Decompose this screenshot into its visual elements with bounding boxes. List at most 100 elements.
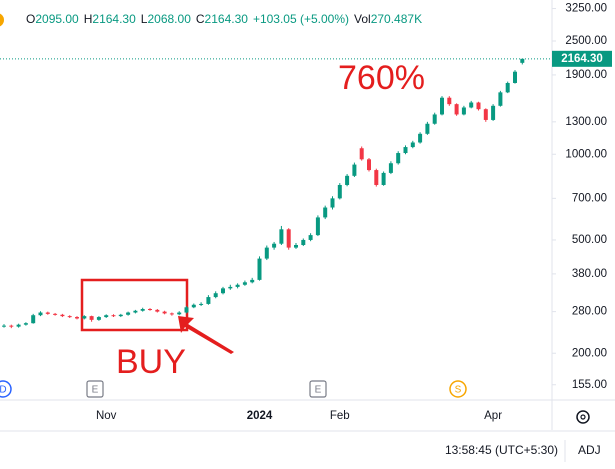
candle-body	[111, 315, 116, 317]
legend-change: +103.05 (+5.00%)	[253, 12, 349, 26]
candle-body	[257, 258, 262, 280]
x-tick-label: Nov	[96, 410, 117, 422]
candle-body	[425, 123, 430, 134]
last-price-box	[552, 50, 612, 67]
candle-body	[155, 309, 160, 312]
legend-label: Vol	[354, 12, 371, 26]
candle-body	[520, 58, 525, 63]
y-tick-label: 2500.00	[565, 35, 607, 47]
candle-body	[9, 325, 14, 327]
candle-body	[483, 109, 488, 120]
candle-body	[396, 153, 401, 164]
y-tick-label: 500.00	[572, 234, 607, 246]
annotation: 760%	[338, 59, 425, 97]
candle-body	[323, 207, 328, 218]
event-label: E	[92, 385, 99, 396]
buy-arrow	[178, 316, 234, 354]
candle-body	[118, 314, 123, 317]
candle-body	[286, 229, 291, 248]
candle-body	[447, 97, 452, 105]
candle-body	[272, 243, 277, 248]
candle-body	[213, 293, 218, 298]
candle-body	[82, 316, 87, 319]
candle-body	[308, 235, 313, 240]
y-tick-label: 1000.00	[565, 148, 607, 160]
legend-value: 270.487K	[371, 12, 422, 26]
y-tick-label: 1300.00	[565, 116, 607, 128]
candle-body	[454, 104, 459, 115]
candle-body	[89, 316, 94, 320]
event-label: S	[455, 385, 462, 396]
candle-body	[235, 284, 240, 287]
legend-label: H	[84, 12, 93, 26]
candle-body	[337, 184, 342, 199]
candle-body	[162, 311, 167, 314]
candle-body	[505, 82, 510, 93]
candle-body	[96, 317, 101, 320]
candle-body	[199, 303, 204, 305]
legend-label: C	[196, 12, 205, 26]
settings-icon[interactable]	[576, 410, 590, 424]
x-tick-label: Feb	[330, 410, 350, 422]
ohlc-legend: O2095.00 H2164.30 L2068.00 C2164.30 +103.05 …	[26, 12, 422, 26]
candle-body	[498, 92, 503, 106]
candle-body	[75, 317, 79, 319]
candle-body	[432, 114, 437, 124]
candle-body	[440, 97, 444, 115]
last-price-label: 2164.30	[561, 53, 603, 65]
candle-body	[469, 102, 474, 108]
candle-body	[315, 217, 320, 236]
candle-body	[264, 247, 269, 259]
candle-body	[301, 239, 306, 246]
event-label: D	[0, 385, 7, 396]
candle-body	[513, 71, 517, 83]
candle-body	[352, 164, 357, 176]
x-tick-label: 2024	[247, 410, 273, 422]
candle-body	[53, 313, 58, 315]
candle-body	[388, 163, 393, 173]
event-marker	[309, 380, 327, 398]
candle-body	[418, 133, 423, 143]
candle-body	[23, 323, 28, 325]
candle-body	[345, 175, 350, 185]
legend-label: L	[141, 12, 148, 26]
candle-body	[228, 286, 233, 289]
clock: 13:58:45 (UTC+5:30)	[445, 443, 558, 457]
candle-body	[491, 105, 496, 120]
candle-body	[461, 107, 466, 115]
legend-value: 2068.00	[147, 12, 191, 26]
candle-body	[206, 297, 211, 304]
y-tick-label: 155.00	[572, 379, 607, 391]
event-marker	[449, 380, 467, 398]
candle-body	[184, 307, 189, 313]
y-tick-label: 380.00	[572, 268, 607, 280]
candle-body	[279, 229, 284, 244]
candle-body	[410, 142, 415, 148]
candle-body	[60, 314, 65, 317]
event-marker	[0, 380, 12, 398]
candle-body	[16, 324, 21, 327]
y-tick-label: 200.00	[572, 347, 607, 359]
candle-body	[140, 309, 145, 311]
candle-body	[250, 279, 255, 283]
y-tick-label: 3250.00	[565, 3, 607, 15]
candle-body	[104, 315, 109, 318]
x-tick-label: Apr	[484, 410, 502, 422]
adjust-toggle[interactable]: ADJ	[578, 443, 601, 457]
annotation: BUY	[116, 343, 186, 381]
y-tick-label: 1900.00	[565, 69, 607, 81]
candle-body	[330, 198, 335, 208]
event-marker	[86, 380, 104, 398]
candle-body	[374, 170, 379, 185]
candle-body	[169, 313, 174, 315]
candle-body	[148, 309, 152, 311]
candle-body	[177, 312, 182, 315]
candle-body	[38, 312, 43, 316]
candle-body	[45, 312, 50, 314]
candle-body	[2, 325, 6, 327]
settings-icon-center	[580, 414, 586, 420]
candle-body	[133, 310, 138, 313]
legend-value: 2095.00	[35, 12, 79, 26]
legend-value: 2164.30	[205, 12, 249, 26]
